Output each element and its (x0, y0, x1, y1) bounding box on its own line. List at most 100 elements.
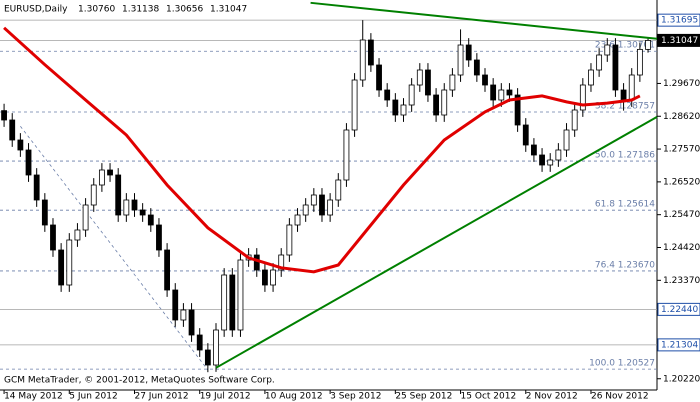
y-tick-label: 1.20220 (663, 374, 700, 384)
x-tick-label: 3 Sep 2012 (330, 392, 381, 402)
candle-body (441, 89, 448, 116)
candle-body (465, 44, 472, 61)
candle-body (400, 104, 407, 116)
candle-body (253, 254, 260, 271)
candle-body (286, 224, 293, 256)
candle-body (41, 199, 48, 226)
candle-body (628, 74, 635, 101)
candle-body (278, 254, 285, 271)
fib-label: 23.6 1.30701 (595, 41, 655, 51)
candle-body (482, 74, 488, 86)
candle-body (490, 84, 497, 101)
candle-body (123, 199, 130, 216)
x-tick-label: 19 Jul 2012 (200, 392, 251, 402)
price-box-label: 1.31047 (661, 36, 698, 46)
candle-body (596, 54, 603, 71)
header-value: 1.31047 (210, 5, 247, 15)
fib-label: 38.2 1.28757 (595, 101, 655, 111)
price-box-label: 1.21304 (661, 340, 698, 350)
candle-body (294, 214, 301, 226)
y-tick-label: 1.28620 (663, 112, 700, 122)
candle-body (425, 69, 431, 96)
candle-body (343, 129, 350, 181)
candle-body (636, 48, 643, 76)
candle-body (310, 194, 317, 206)
candle-body (359, 39, 366, 81)
candle-body (147, 214, 154, 226)
candle-body (457, 44, 464, 76)
fib-label: 61.8 1.25614 (595, 200, 655, 210)
x-tick-label: 10 Aug 2012 (265, 392, 323, 402)
candle-body (384, 89, 391, 101)
candle-body (115, 174, 122, 216)
candle-body (416, 69, 423, 86)
x-tick-label: 27 Jun 2012 (134, 392, 188, 402)
candle-body (319, 194, 325, 216)
candle-body (506, 89, 513, 96)
candle-body (645, 40, 651, 50)
y-tick-label: 1.24420 (663, 243, 700, 253)
y-tick-label: 1.23370 (663, 276, 700, 286)
header-value: 1.30760 (78, 5, 115, 15)
candle-body (74, 229, 81, 241)
candle-body (9, 119, 16, 141)
candle-body (98, 169, 105, 186)
y-tick-label: 1.27570 (663, 145, 700, 155)
candle-body (531, 144, 537, 156)
candle-body (262, 269, 268, 286)
price-box (657, 13, 700, 27)
candle-body (579, 84, 586, 111)
candle-body (270, 269, 276, 286)
candle-body (522, 124, 529, 146)
candle-body (612, 44, 619, 91)
candle-body (196, 334, 203, 351)
price-box-label: 1.22440 (661, 305, 698, 315)
candle-body (351, 79, 358, 131)
candle-body (498, 89, 505, 101)
candle-body (33, 174, 40, 201)
y-tick-label: 1.29670 (663, 79, 700, 89)
header-value: 1.31138 (122, 5, 159, 15)
candle-body (555, 149, 562, 161)
moving-average (3, 26, 641, 274)
candle-body (107, 169, 113, 176)
candle-body (335, 179, 342, 201)
x-tick-label: 14 May 2012 (4, 392, 63, 402)
trendline (310, 1, 658, 40)
x-tick-label: 25 Sep 2012 (395, 392, 452, 402)
candle-body (164, 249, 171, 291)
candle-body (156, 224, 162, 251)
y-tick-label: 1.26520 (663, 177, 700, 187)
candle-body (139, 209, 146, 216)
candle-body (237, 259, 244, 331)
candle-body (204, 349, 211, 366)
candle-body (376, 64, 382, 91)
candle-body (588, 69, 594, 86)
candle-body (1, 110, 7, 121)
candle-body (449, 74, 456, 91)
candle-body (473, 59, 480, 76)
candle-body (571, 109, 578, 131)
x-tick-label: 26 Nov 2012 (591, 392, 649, 402)
candle-body (514, 94, 521, 126)
x-tick-label: 2 Nov 2012 (526, 392, 578, 402)
fib-label: 50.0 1.27186 (595, 151, 655, 161)
candle-body (229, 274, 236, 331)
candle-body (17, 139, 24, 151)
candle-body (90, 184, 97, 206)
candle-body (604, 44, 611, 56)
candle-body (25, 149, 32, 176)
candle-body (180, 309, 187, 321)
price-box (657, 33, 700, 47)
header-value: 1.30656 (166, 5, 203, 15)
candle-body (620, 89, 627, 101)
candle-body (131, 199, 138, 211)
candle-body (408, 84, 415, 106)
candle-body (539, 154, 545, 166)
candle-body (50, 224, 56, 251)
candle-body (58, 249, 65, 286)
trendline (215, 116, 658, 369)
candle-body (66, 239, 73, 286)
candle-body (367, 39, 374, 66)
candle-body (563, 129, 570, 151)
